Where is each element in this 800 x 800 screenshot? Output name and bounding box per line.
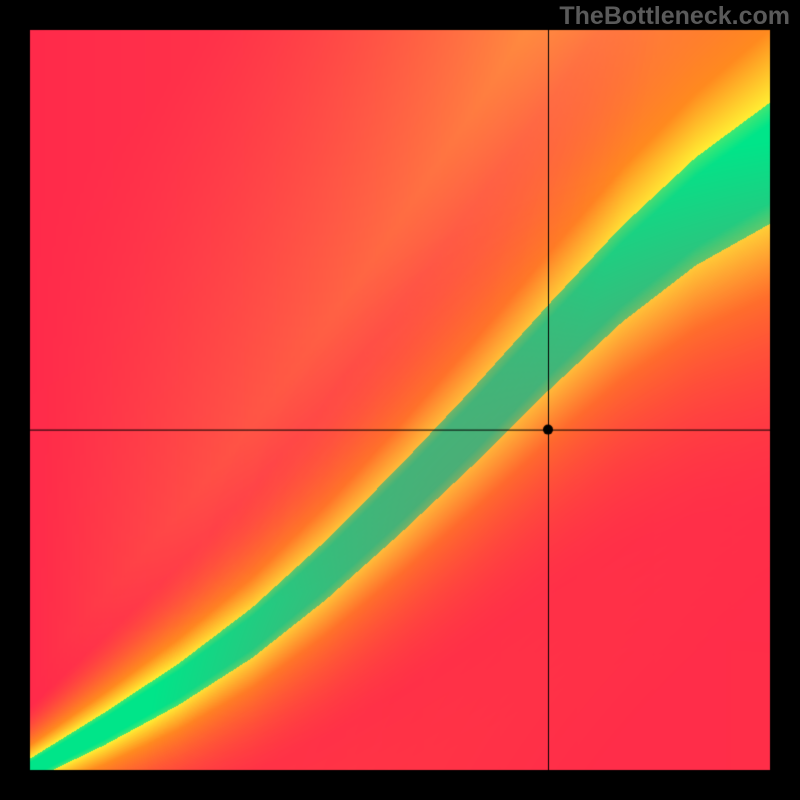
- watermark-text: TheBottleneck.com: [559, 2, 790, 31]
- chart-container: TheBottleneck.com: [0, 0, 800, 800]
- bottleneck-heatmap: [0, 0, 800, 800]
